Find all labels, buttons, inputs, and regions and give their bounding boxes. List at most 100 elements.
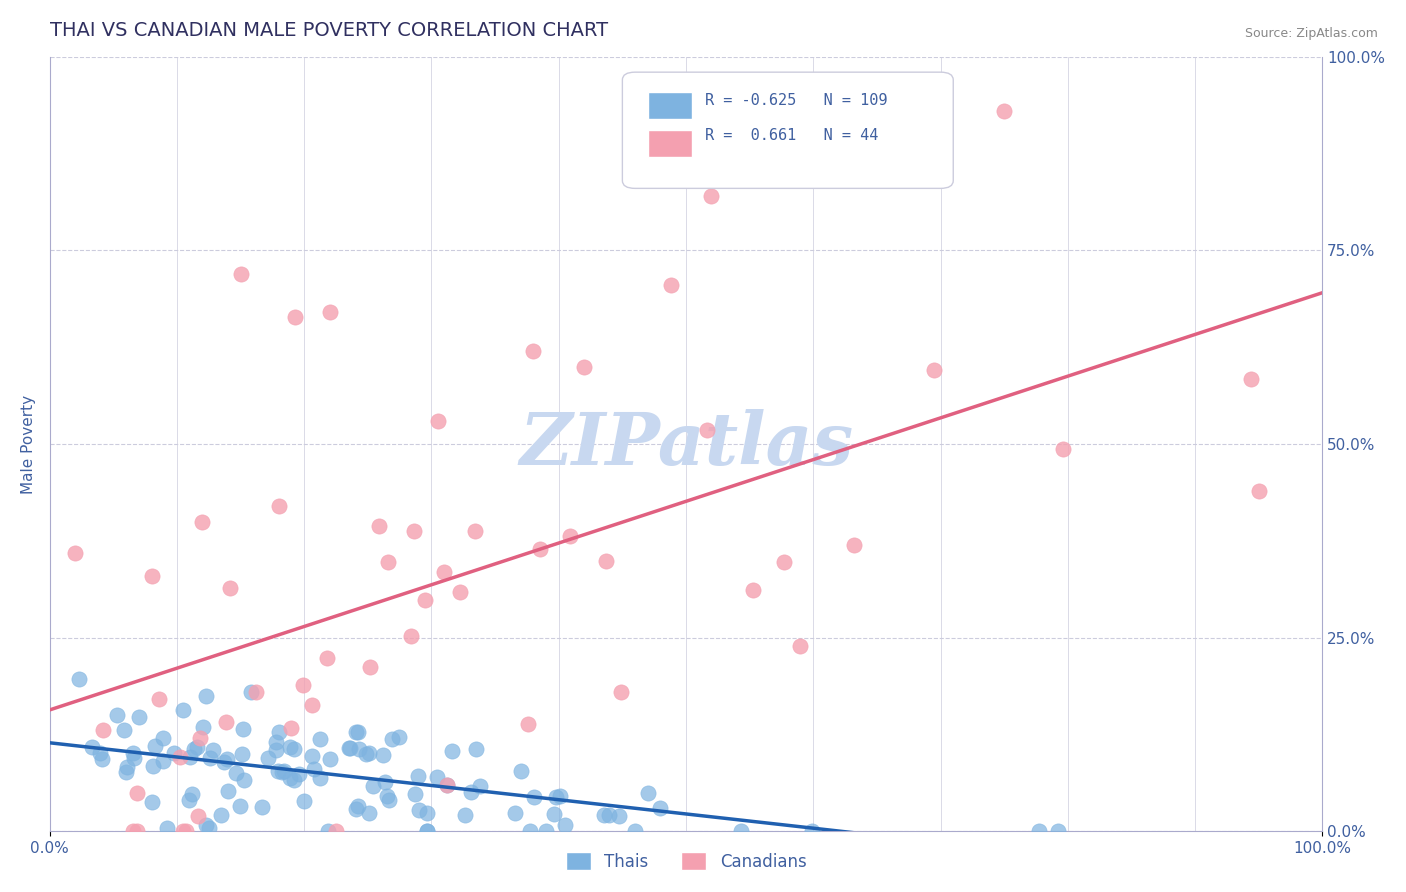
Point — [186, 739, 208, 754]
Point — [141, 568, 163, 582]
Point — [413, 592, 436, 607]
Point — [105, 708, 128, 723]
Point — [195, 818, 218, 832]
Point — [283, 742, 305, 756]
Point — [187, 809, 209, 823]
Point — [993, 103, 1015, 118]
Point — [267, 499, 290, 513]
Point — [198, 750, 221, 764]
Point — [574, 359, 596, 374]
Point — [201, 743, 224, 757]
Point — [607, 808, 630, 822]
Point — [114, 765, 136, 780]
Point — [347, 742, 370, 756]
Point — [252, 800, 274, 814]
Point — [404, 787, 426, 801]
Point — [339, 740, 361, 755]
Point — [436, 778, 458, 792]
Point — [217, 784, 239, 798]
Point — [519, 824, 541, 838]
Point — [433, 565, 456, 579]
Point — [270, 764, 292, 779]
Point — [91, 723, 114, 737]
Point — [228, 799, 250, 814]
Point — [544, 790, 567, 805]
Point — [283, 772, 305, 787]
Point — [292, 794, 315, 808]
Point — [346, 724, 368, 739]
Text: Source: ZipAtlas.com: Source: ZipAtlas.com — [1244, 27, 1378, 40]
Point — [319, 752, 342, 766]
Point — [468, 780, 491, 794]
Point — [543, 807, 565, 822]
Point — [416, 805, 439, 820]
Point — [179, 749, 201, 764]
Point — [195, 690, 218, 704]
Point — [121, 824, 143, 838]
Point — [595, 554, 617, 568]
Point — [273, 764, 295, 778]
Point — [231, 747, 253, 761]
Point — [844, 538, 866, 552]
Point — [174, 824, 197, 838]
Point — [377, 792, 399, 806]
Point — [302, 762, 325, 776]
Point — [172, 824, 194, 838]
Point — [441, 744, 464, 758]
Point — [416, 824, 439, 838]
Point — [301, 698, 323, 712]
Point — [177, 793, 200, 807]
Point — [436, 778, 458, 792]
Point — [356, 747, 378, 761]
Point — [696, 423, 718, 437]
Point — [593, 807, 616, 822]
Point — [427, 414, 450, 428]
Point — [426, 770, 449, 784]
Point — [344, 725, 367, 739]
Text: THAI VS CANADIAN MALE POVERTY CORRELATION CHART: THAI VS CANADIAN MALE POVERTY CORRELATIO… — [49, 21, 607, 40]
Point — [648, 801, 671, 815]
Point — [554, 818, 576, 832]
Point — [141, 795, 163, 809]
Point — [1046, 824, 1069, 838]
Point — [361, 780, 384, 794]
Point — [225, 765, 247, 780]
Point — [609, 684, 631, 698]
Point — [529, 542, 551, 557]
Point — [128, 710, 150, 724]
Point — [112, 723, 135, 737]
Point — [359, 806, 381, 821]
Point — [637, 786, 659, 800]
Point — [700, 189, 723, 203]
Point — [359, 747, 381, 761]
Point — [800, 824, 823, 838]
Point — [377, 555, 399, 569]
Point — [163, 746, 186, 760]
Point — [284, 310, 307, 324]
FancyBboxPatch shape — [623, 72, 953, 188]
Point — [406, 770, 429, 784]
Point — [197, 821, 219, 835]
Point — [122, 751, 145, 765]
Point — [922, 363, 945, 377]
Point — [460, 785, 482, 799]
Point — [772, 555, 794, 569]
Point — [359, 660, 381, 674]
Point — [115, 760, 138, 774]
Point — [464, 524, 486, 538]
Point — [404, 524, 426, 538]
Point — [125, 786, 148, 800]
Point — [309, 771, 332, 785]
Point — [143, 739, 166, 753]
Point — [152, 754, 174, 768]
Point — [337, 741, 360, 756]
Point — [269, 724, 291, 739]
Point — [377, 789, 399, 803]
Point — [523, 789, 546, 804]
Point — [148, 691, 170, 706]
Point — [503, 805, 526, 820]
Point — [90, 752, 112, 766]
Bar — [648, 92, 692, 119]
Point — [301, 749, 323, 764]
Point — [315, 651, 337, 665]
